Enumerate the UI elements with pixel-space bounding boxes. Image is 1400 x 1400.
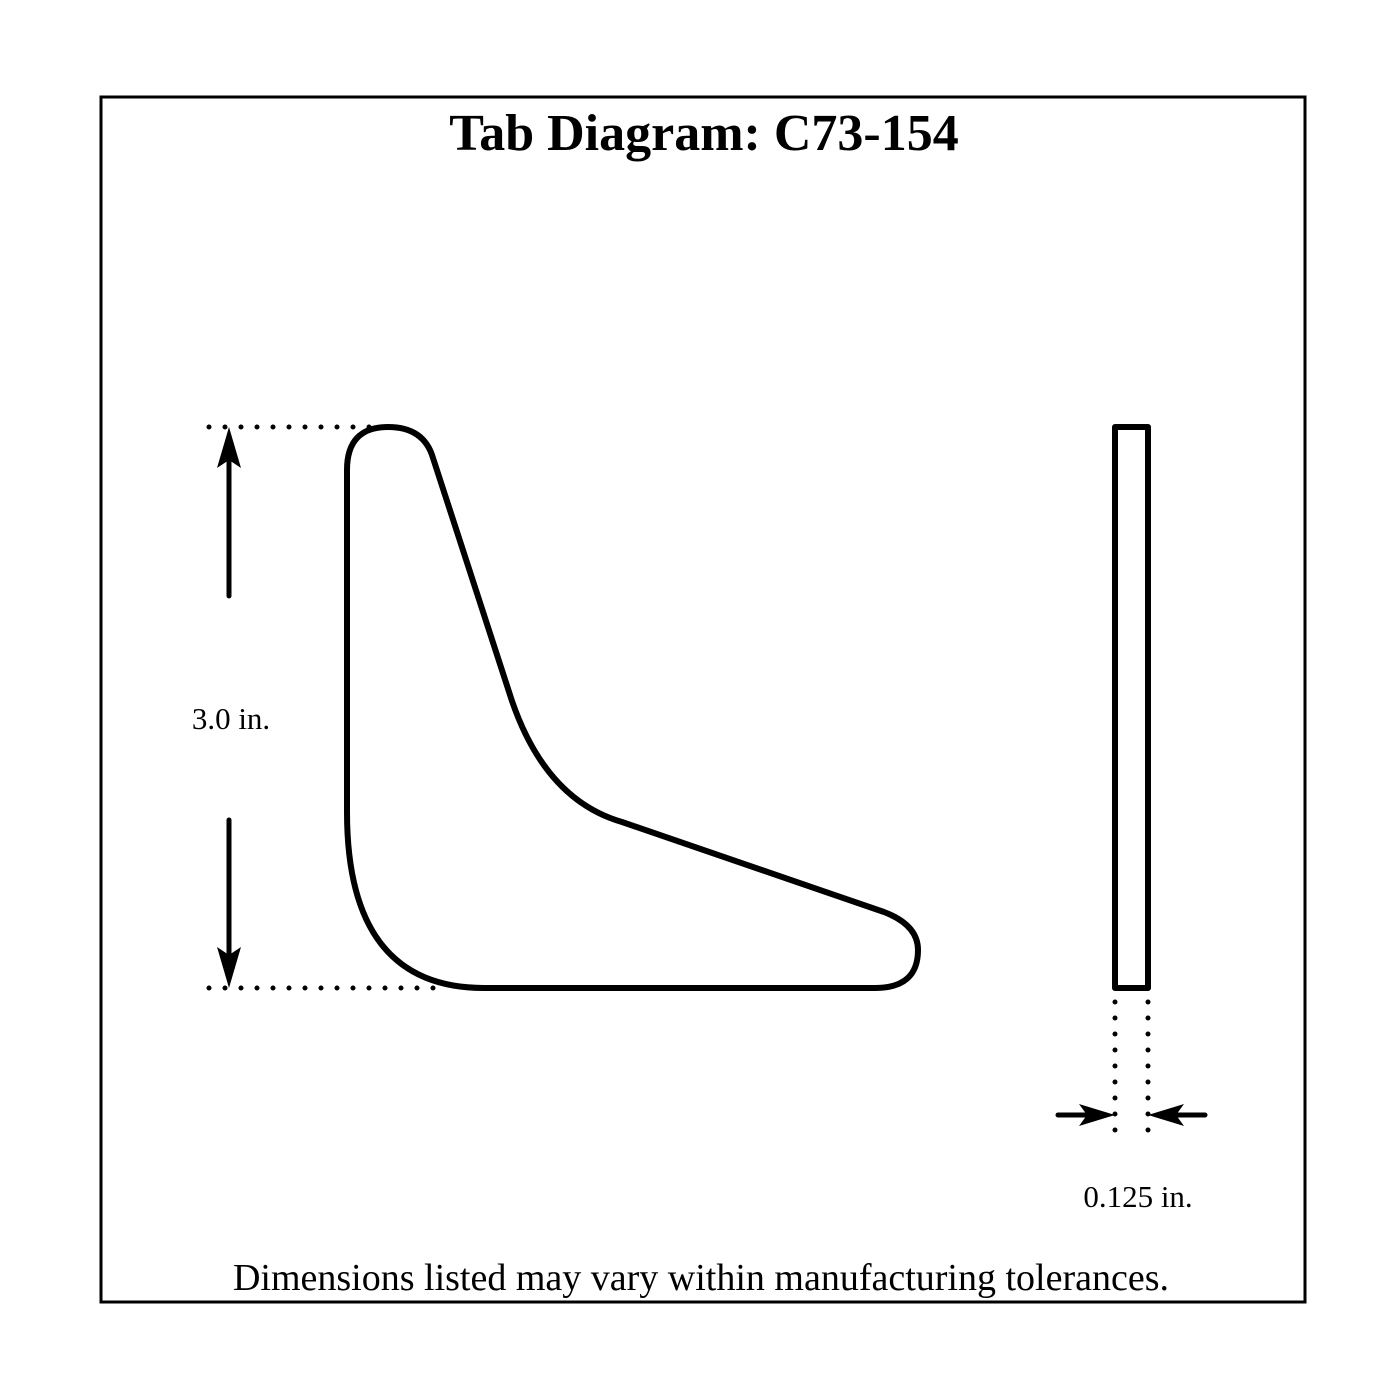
height-arrow-up (217, 427, 241, 599)
thickness-dimension-label: 0.125 in. (1083, 1179, 1192, 1214)
height-arrow-down (217, 817, 241, 988)
tab-edge-view (1112, 424, 1151, 991)
tab-profile-outline (344, 424, 921, 991)
tolerance-note: Dimensions listed may vary within manufa… (233, 1257, 1169, 1299)
thickness-arrow-right (1055, 1104, 1115, 1126)
diagram-title: Tab Diagram: C73-154 (449, 105, 958, 162)
height-dimension-label: 3.0 in. (192, 701, 270, 736)
thickness-arrow-left (1148, 1104, 1208, 1126)
diagram-border (99, 95, 1307, 1304)
